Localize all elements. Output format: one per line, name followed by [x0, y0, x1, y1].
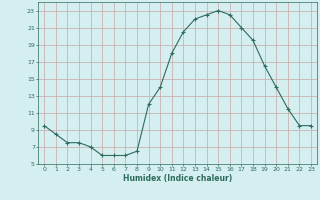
X-axis label: Humidex (Indice chaleur): Humidex (Indice chaleur) — [123, 174, 232, 183]
